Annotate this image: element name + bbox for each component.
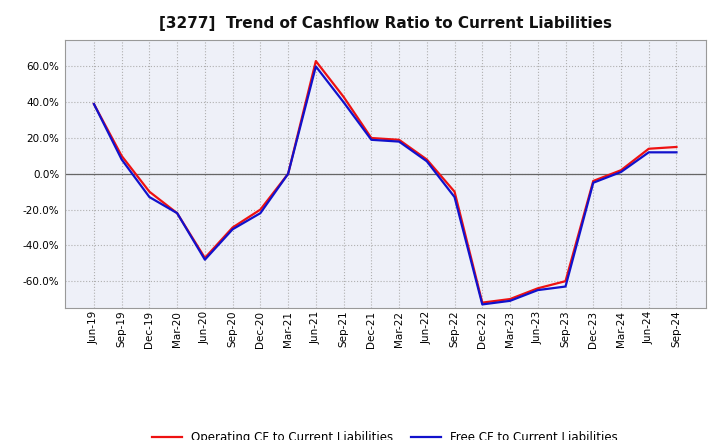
Free CF to Current Liabilities <box>589 180 598 185</box>
Free CF to Current Liabilities <box>228 227 237 232</box>
Free CF to Current Liabilities <box>505 298 514 304</box>
Operating CF to Current Liabilities <box>450 189 459 194</box>
Operating CF to Current Liabilities <box>173 210 181 216</box>
Legend: Operating CF to Current Liabilities, Free CF to Current Liabilities: Operating CF to Current Liabilities, Fre… <box>148 427 623 440</box>
Operating CF to Current Liabilities <box>423 157 431 162</box>
Free CF to Current Liabilities <box>117 157 126 162</box>
Operating CF to Current Liabilities <box>672 144 681 150</box>
Operating CF to Current Liabilities <box>256 207 265 212</box>
Operating CF to Current Liabilities <box>589 178 598 183</box>
Free CF to Current Liabilities <box>672 150 681 155</box>
Operating CF to Current Liabilities <box>505 297 514 302</box>
Operating CF to Current Liabilities <box>478 300 487 305</box>
Free CF to Current Liabilities <box>173 210 181 216</box>
Line: Operating CF to Current Liabilities: Operating CF to Current Liabilities <box>94 61 677 303</box>
Free CF to Current Liabilities <box>534 287 542 293</box>
Free CF to Current Liabilities <box>616 169 625 175</box>
Line: Free CF to Current Liabilities: Free CF to Current Liabilities <box>94 66 677 304</box>
Free CF to Current Liabilities <box>256 210 265 216</box>
Free CF to Current Liabilities <box>284 171 292 176</box>
Operating CF to Current Liabilities <box>395 137 403 143</box>
Operating CF to Current Liabilities <box>534 286 542 291</box>
Free CF to Current Liabilities <box>395 139 403 144</box>
Operating CF to Current Liabilities <box>367 136 376 141</box>
Free CF to Current Liabilities <box>561 284 570 289</box>
Free CF to Current Liabilities <box>201 257 210 262</box>
Free CF to Current Liabilities <box>89 101 98 106</box>
Operating CF to Current Liabilities <box>644 146 653 151</box>
Operating CF to Current Liabilities <box>284 171 292 176</box>
Operating CF to Current Liabilities <box>89 101 98 106</box>
Free CF to Current Liabilities <box>312 64 320 69</box>
Operating CF to Current Liabilities <box>339 94 348 99</box>
Operating CF to Current Liabilities <box>117 153 126 158</box>
Free CF to Current Liabilities <box>450 194 459 200</box>
Title: [3277]  Trend of Cashflow Ratio to Current Liabilities: [3277] Trend of Cashflow Ratio to Curren… <box>158 16 612 32</box>
Free CF to Current Liabilities <box>644 150 653 155</box>
Operating CF to Current Liabilities <box>201 255 210 260</box>
Free CF to Current Liabilities <box>145 194 154 200</box>
Operating CF to Current Liabilities <box>145 189 154 194</box>
Operating CF to Current Liabilities <box>312 59 320 64</box>
Operating CF to Current Liabilities <box>228 225 237 230</box>
Operating CF to Current Liabilities <box>616 168 625 173</box>
Free CF to Current Liabilities <box>367 137 376 143</box>
Free CF to Current Liabilities <box>423 159 431 164</box>
Operating CF to Current Liabilities <box>561 279 570 284</box>
Free CF to Current Liabilities <box>339 99 348 105</box>
Free CF to Current Liabilities <box>478 302 487 307</box>
